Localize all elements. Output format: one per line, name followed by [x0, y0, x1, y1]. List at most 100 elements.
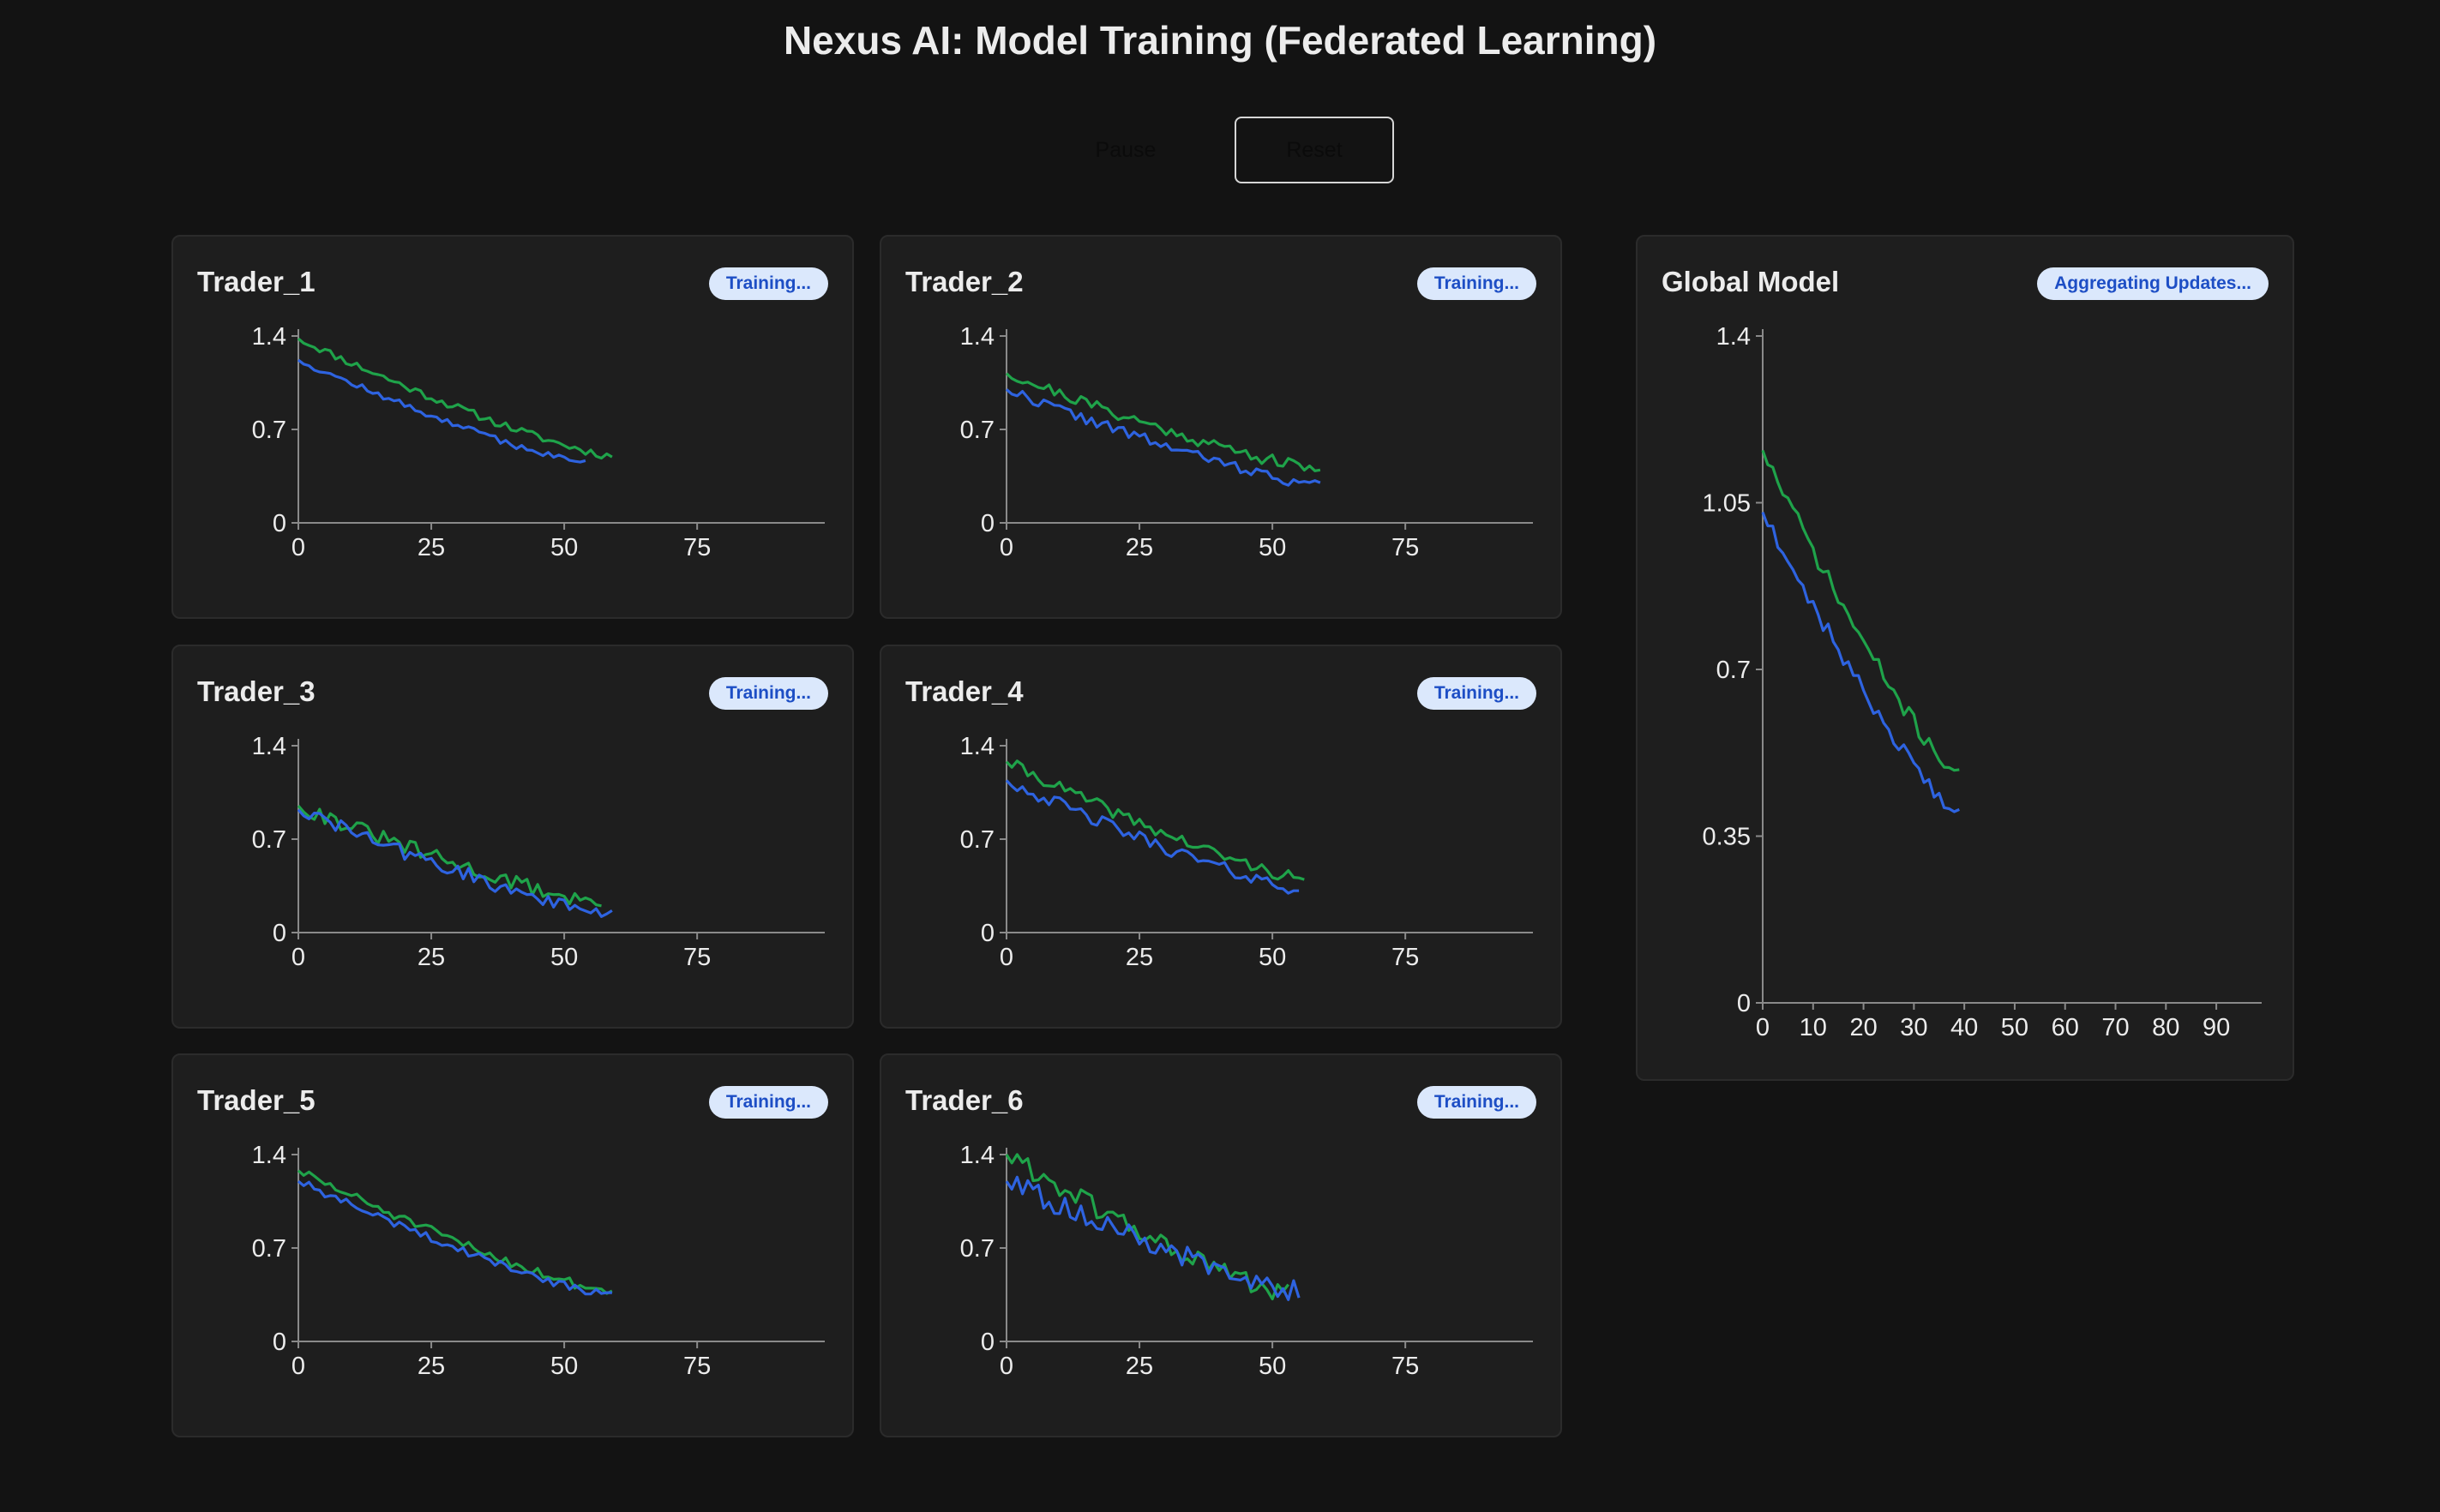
series-line-blue	[1761, 512, 1960, 813]
global-loss-chart: 0 0.35 0.7 1.05 1.4 0 10 20 30 40 50 60 70 80 90	[1703, 323, 2262, 1041]
trader-name: Trader_1	[197, 266, 316, 297]
x-tick-label: 50	[1259, 944, 1286, 971]
x-tick-label: 75	[1391, 1353, 1419, 1380]
trader-name: Trader_6	[905, 1084, 1024, 1116]
trader-card-3: Trader_3 Training... 0 0.7 1.4 0 25 50 75	[171, 645, 854, 1029]
x-tick-label: 75	[683, 944, 711, 971]
trader-name: Trader_5	[197, 1084, 316, 1116]
x-tick-label: 0	[1756, 1014, 1770, 1041]
series-line-blue	[297, 808, 613, 918]
y-tick-label: 0.35	[1703, 824, 1751, 851]
y-tick-label: 1.4	[252, 1142, 286, 1169]
y-tick-label: 0.7	[960, 1235, 995, 1263]
series-line-blue	[1005, 388, 1321, 487]
series-line-green	[1005, 1153, 1289, 1301]
series-line-green	[297, 805, 602, 908]
status-badge: Training...	[708, 1086, 828, 1119]
status-badge: Training...	[1416, 677, 1536, 710]
x-tick-label: 40	[1950, 1014, 1978, 1041]
y-tick-label: 0	[273, 510, 286, 537]
x-tick-label: 80	[2152, 1014, 2179, 1041]
y-tick-label: 1.4	[960, 1142, 995, 1169]
x-tick-label: 20	[1849, 1014, 1877, 1041]
x-tick-label: 25	[418, 944, 445, 971]
loss-chart: 0 0.7 1.4 0 25 50 75	[960, 733, 1533, 971]
status-badge: Aggregating Updates...	[2037, 267, 2269, 300]
x-tick-label: 75	[1391, 534, 1419, 561]
x-tick-label: 10	[1800, 1014, 1827, 1041]
x-tick-label: 50	[2001, 1014, 2028, 1041]
y-tick-label: 0.7	[1716, 657, 1751, 684]
x-tick-label: 75	[1391, 944, 1419, 971]
reset-button[interactable]: Reset	[1235, 117, 1394, 183]
trader-card-5: Trader_5 Training... 0 0.7 1.4 0 25 50 75	[171, 1053, 854, 1437]
x-tick-label: 60	[2052, 1014, 2079, 1041]
loss-chart: 0 0.7 1.4 0 25 50 75	[960, 1142, 1533, 1380]
status-badge: Training...	[1416, 1086, 1536, 1119]
series-line-green	[297, 337, 613, 460]
y-tick-label: 0	[273, 1329, 286, 1356]
trader-name: Trader_3	[197, 675, 316, 707]
series-line-blue	[1005, 779, 1300, 895]
y-tick-label: 1.4	[252, 733, 286, 760]
loss-chart: 0 0.7 1.4 0 25 50 75	[252, 1142, 825, 1380]
y-tick-label: 0.7	[252, 1235, 286, 1263]
x-tick-label: 90	[2203, 1014, 2230, 1041]
x-tick-label: 25	[418, 534, 445, 561]
trader-card-2: Trader_2 Training... 0 0.7 1.4 0 25 50 75	[880, 235, 1562, 619]
x-tick-label: 50	[550, 1353, 578, 1380]
series-line-blue	[1005, 1175, 1301, 1301]
status-badge: Training...	[708, 677, 828, 710]
x-tick-label: 25	[1126, 1353, 1153, 1380]
x-tick-label: 75	[683, 534, 711, 561]
series-line-blue	[297, 358, 586, 464]
series-line-green	[1005, 759, 1305, 881]
x-tick-label: 50	[1259, 534, 1286, 561]
pause-button[interactable]: Pause	[1046, 117, 1205, 183]
y-tick-label: 0.7	[960, 417, 995, 444]
y-tick-label: 0	[981, 510, 995, 537]
y-tick-label: 0.7	[960, 826, 995, 854]
x-tick-label: 75	[683, 1353, 711, 1380]
x-tick-label: 50	[550, 944, 578, 971]
x-tick-label: 0	[291, 534, 305, 561]
x-tick-label: 30	[1900, 1014, 1927, 1041]
status-badge: Training...	[1416, 267, 1536, 300]
page-title: Nexus AI: Model Training (Federated Lear…	[783, 18, 1657, 63]
x-tick-label: 70	[2101, 1014, 2129, 1041]
x-tick-label: 25	[1126, 534, 1153, 561]
y-tick-label: 1.4	[1716, 323, 1751, 351]
x-tick-label: 50	[550, 534, 578, 561]
y-tick-label: 1.05	[1703, 490, 1751, 518]
loss-chart: 0 0.7 1.4 0 25 50 75	[252, 323, 825, 561]
y-tick-label: 0	[1737, 990, 1751, 1017]
trader-name: Trader_4	[905, 675, 1024, 707]
trader-card-6: Trader_6 Training... 0 0.7 1.4 0 25 50 75	[880, 1053, 1562, 1437]
y-tick-label: 0.7	[252, 826, 286, 854]
loss-chart: 0 0.7 1.4 0 25 50 75	[960, 323, 1533, 561]
status-badge: Training...	[708, 267, 828, 300]
y-tick-label: 0.7	[252, 417, 286, 444]
x-tick-label: 0	[291, 1353, 305, 1380]
x-tick-label: 25	[1126, 944, 1153, 971]
global-model-card: Global Model Aggregating Updates... 0 0.3…	[1636, 235, 2294, 1081]
series-line-blue	[297, 1179, 612, 1296]
x-tick-label: 25	[418, 1353, 445, 1380]
series-line-green	[1005, 372, 1321, 472]
x-tick-label: 0	[1000, 944, 1013, 971]
trader-name: Trader_2	[905, 266, 1024, 297]
y-tick-label: 0	[981, 920, 995, 947]
training-controls: Pause Reset	[0, 117, 2440, 183]
x-tick-label: 0	[291, 944, 305, 971]
trader-card-4: Trader_4 Training... 0 0.7 1.4 0 25 50 75	[880, 645, 1562, 1029]
y-tick-label: 1.4	[960, 323, 995, 351]
x-tick-label: 0	[1000, 1353, 1013, 1380]
loss-chart: 0 0.7 1.4 0 25 50 75	[252, 733, 825, 971]
y-tick-label: 1.4	[252, 323, 286, 351]
series-line-green	[1761, 449, 1960, 772]
y-tick-label: 1.4	[960, 733, 995, 760]
y-tick-label: 0	[981, 1329, 995, 1356]
x-tick-label: 0	[1000, 534, 1013, 561]
global-model-title: Global Model	[1662, 266, 1840, 297]
series-line-green	[297, 1169, 613, 1295]
